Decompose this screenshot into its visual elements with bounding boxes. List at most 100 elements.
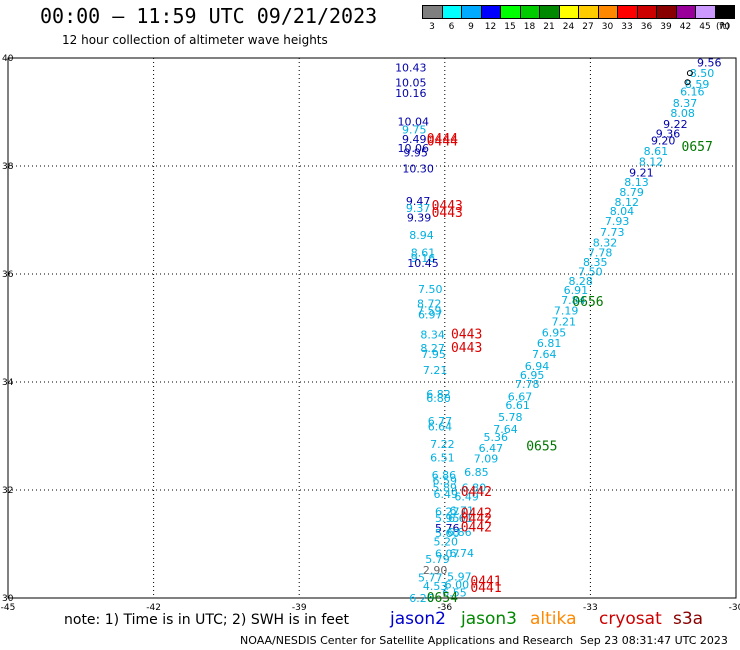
x-tick-label: -30 — [729, 603, 740, 613]
wave-height-label: 7.64 — [493, 423, 518, 436]
wave-height-label: 9.16 — [411, 252, 436, 265]
footer-timestamp: Sep 23 08:31:47 UTC 2023 — [580, 634, 728, 647]
wave-height-label: 9.22 — [663, 118, 688, 131]
wave-height-label: 7.22 — [430, 438, 455, 451]
satellite-s3a: s3a — [673, 609, 704, 629]
wave-height-label: 6.07 — [435, 548, 460, 561]
satellite-altika: altika — [530, 609, 577, 629]
wave-height-label: 6.00 — [445, 579, 470, 592]
wave-height-label: 6.49 — [434, 488, 459, 501]
wave-height-label: 10.06 — [398, 142, 430, 155]
wave-height-label: 6.64 — [428, 420, 453, 433]
wave-height-label: 6.26 — [409, 592, 434, 605]
time-label: 0442 — [461, 521, 492, 536]
time-label: 0441 — [470, 575, 501, 590]
wave-height-label: 7.78 — [588, 246, 613, 259]
legend-label: 27 — [582, 22, 594, 32]
wave-height-label: 8.35 — [583, 256, 608, 269]
wave-height-label: 6.85 — [464, 466, 489, 479]
wave-height-label: 10.05 — [395, 76, 427, 89]
wave-height-label: 6.86 — [447, 526, 472, 539]
wave-height-label: 8.27 — [420, 342, 445, 355]
footer-credit: NOAA/NESDIS Center for Satellite Applica… — [240, 634, 574, 647]
wave-height-label: 5.36 — [484, 431, 509, 444]
wave-height-label: 8.12 — [639, 156, 664, 169]
wave-height-label: 5.79 — [425, 553, 450, 566]
x-tick-label: -36 — [437, 603, 452, 613]
wave-height-label: 5.20 — [434, 535, 459, 548]
legend-label: 24 — [562, 22, 575, 32]
time-label: 0443 — [432, 206, 463, 221]
wave-height-label: 8.72 — [417, 298, 442, 311]
legend-label: 33 — [621, 22, 633, 32]
legend-label: 12 — [484, 22, 497, 32]
plot-frame — [7, 57, 737, 599]
wave-height-label: 9.21 — [629, 166, 654, 179]
legend-label: 21 — [543, 22, 555, 32]
legend-label: 18 — [523, 22, 536, 32]
track-marker — [684, 79, 691, 86]
x-tick-label: -45 — [1, 603, 16, 613]
wave-height-label: 7.59 — [417, 305, 442, 318]
x-tick-label: -33 — [583, 603, 598, 613]
time-label: 0443 — [451, 327, 482, 342]
y-tick-label: 40 — [2, 54, 14, 64]
wave-height-label: 9.56 — [697, 56, 722, 69]
wave-height-label: 6.94 — [525, 360, 550, 373]
legend-label: 70 — [718, 22, 731, 32]
wave-height-label: 9.75 — [402, 123, 427, 136]
wave-height-label: 9.20 — [651, 135, 676, 148]
wave-height-label: 9.37 — [406, 202, 431, 215]
wave-height-label: 10.16 — [395, 87, 427, 100]
wave-height-label: 6.47 — [479, 442, 504, 455]
legend-label: 3 — [429, 22, 435, 32]
y-tick-label: 32 — [2, 486, 13, 496]
wave-height-label: 8.04 — [610, 205, 635, 218]
legend-label: 42 — [679, 22, 692, 32]
wave-height-label: 8.37 — [673, 97, 698, 110]
wave-height-label: 5.97 — [447, 570, 472, 583]
wave-height-label: 6.71 — [450, 505, 475, 518]
wave-height-label: 6.95 — [520, 369, 545, 382]
time-label: 0656 — [572, 295, 603, 310]
time-label: 0444 — [427, 132, 458, 147]
wave-height-label: 9.39 — [407, 211, 432, 224]
wave-height-label: 6.49 — [454, 490, 479, 503]
wave-height-label: 8.79 — [619, 186, 644, 199]
time-label: 0441 — [470, 581, 501, 596]
wave-height-label: 10.45 — [407, 257, 439, 270]
wave-height-label: 6.95 — [542, 326, 567, 339]
wave-height-label: 6.61 — [448, 512, 473, 525]
wave-height-label: 9.95 — [403, 147, 428, 160]
x-tick-label: -39 — [292, 603, 307, 613]
wave-height-label: 6.51 — [430, 452, 455, 465]
wave-height-label: 10.43 — [395, 62, 427, 75]
page-title: 00:00 – 11:59 UTC 09/21/2023 — [40, 4, 378, 28]
page-subtitle: 12 hour collection of altimeter wave hei… — [62, 33, 328, 47]
time-label: 0655 — [526, 440, 557, 455]
y-tick-label: 36 — [2, 270, 14, 280]
wave-height-label: 7.19 — [554, 305, 579, 318]
wave-height-label: 9.36 — [656, 128, 681, 141]
time-label: 0443 — [451, 341, 482, 356]
wave-height-label: 5.60 — [435, 527, 460, 540]
wave-height-label: 5.89 — [433, 481, 458, 494]
wave-height-label: 5.95 — [435, 512, 460, 525]
legend-label: 9 — [468, 22, 474, 32]
wave-height-label: 8.50 — [690, 67, 715, 80]
y-tick-label: 30 — [2, 594, 14, 604]
wave-height-label: 7.73 — [600, 226, 625, 239]
wave-height-label: 8.08 — [670, 107, 695, 120]
wave-height-label: 8.12 — [615, 196, 640, 209]
wave-height-label: 7.50 — [418, 283, 443, 296]
wave-height-label: 8.28 — [568, 275, 593, 288]
wave-height-label: 6.74 — [450, 547, 475, 560]
footer-note: note: 1) Time is in UTC; 2) SWH is in fe… — [64, 612, 350, 628]
wave-height-label: 8.59 — [685, 78, 710, 91]
time-label: 0442 — [461, 507, 492, 522]
wave-height-label: 7.09 — [474, 453, 499, 466]
legend-label: 39 — [660, 22, 672, 32]
wave-height-label: 8.61 — [411, 246, 436, 259]
wave-height-label: 7.93 — [605, 215, 630, 228]
